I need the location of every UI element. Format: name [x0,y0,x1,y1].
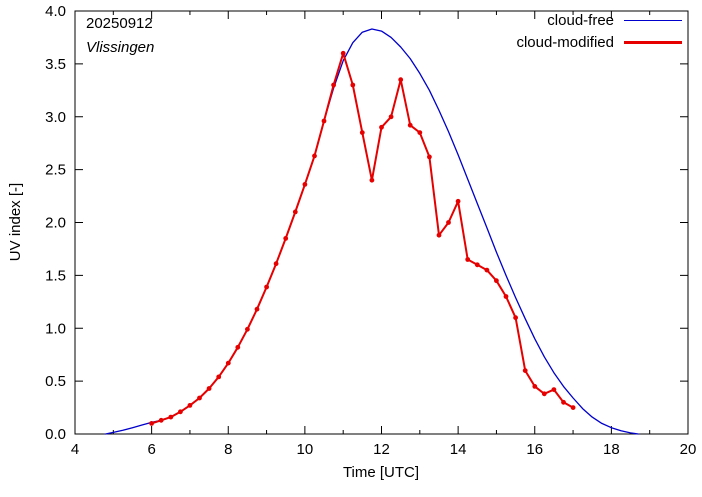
x-tick-label: 12 [373,441,390,458]
y-tick-label: 4.0 [45,3,66,20]
marker-cloud-modified [187,403,193,408]
marker-cloud-modified [541,391,547,397]
marker-cloud-modified [494,278,499,284]
marker-cloud-modified [522,368,528,373]
marker-cloud-modified [283,236,289,241]
legend-item-cloud-modified: cloud-modified [516,32,682,52]
marker-cloud-modified [225,360,231,366]
marker-cloud-modified [532,384,538,389]
marker-cloud-modified [340,50,346,56]
y-axis-label: UV index [-] [6,182,24,262]
legend: cloud-free cloud-modified [516,10,682,52]
marker-cloud-modified [436,232,442,238]
plot-border [74,10,689,435]
marker-cloud-modified [245,326,250,332]
marker-cloud-modified [216,374,222,380]
marker-cloud-modified [235,344,241,350]
marker-cloud-modified [273,261,279,267]
marker-cloud-modified [503,294,509,299]
y-tick-label: 1.0 [45,320,66,337]
y-tick-label: 0.0 [45,426,66,443]
marker-cloud-modified [474,262,480,268]
x-tick-label: 16 [526,441,543,458]
marker-cloud-modified [561,399,566,405]
marker-cloud-modified [292,209,298,215]
y-tick-label: 3.5 [45,56,66,73]
marker-cloud-modified [149,421,155,426]
marker-cloud-modified [388,114,394,120]
x-axis-label: Time [UTC] [342,464,420,481]
x-tick-label: 20 [680,441,697,458]
marker-cloud-modified [331,82,336,88]
marker-cloud-modified [321,118,327,124]
legend-line-sample-red [624,40,682,44]
series-line-cloud-free [104,28,639,435]
marker-cloud-modified [178,409,183,415]
x-tick-label: 6 [147,441,155,458]
marker-cloud-modified [254,306,260,312]
marker-cloud-modified [398,77,404,83]
x-tick-label: 18 [603,441,620,458]
legend-line-sample-blue [624,19,682,21]
marker-cloud-modified [264,284,269,290]
y-tick-label: 3.0 [45,109,66,126]
marker-cloud-modified [484,267,490,273]
y-tick-label: 0.5 [45,373,66,390]
marker-cloud-modified [312,153,317,159]
marker-cloud-modified [407,122,413,128]
marker-cloud-modified [379,124,384,130]
marker-cloud-modified [551,387,557,392]
marker-cloud-modified [206,386,212,391]
chart-title-date: 20250912 [86,15,153,32]
legend-label-cloud-free: cloud-free [547,11,614,29]
y-tick-label: 2.0 [45,215,66,232]
marker-cloud-modified [168,414,174,420]
series-line-cloud-modified [150,52,575,425]
marker-cloud-modified [302,182,308,187]
marker-cloud-modified [350,82,356,88]
legend-label-cloud-modified: cloud-modified [516,33,614,51]
y-tick-label: 2.5 [45,162,66,179]
legend-item-cloud-free: cloud-free [516,10,682,30]
marker-cloud-modified [455,198,461,204]
marker-cloud-modified [158,417,164,423]
marker-cloud-modified [369,177,375,183]
marker-cloud-modified [359,130,365,136]
marker-cloud-modified [570,405,576,410]
x-tick-label: 8 [224,441,232,458]
marker-cloud-modified [465,257,471,262]
x-tick-label: 10 [297,441,314,458]
x-tick-label: 4 [71,441,79,458]
chart-title-station: Vlissingen [86,39,155,56]
x-tick-label: 14 [450,441,467,458]
marker-cloud-modified [417,130,423,136]
marker-cloud-modified [513,315,518,321]
marker-cloud-modified [197,395,202,401]
marker-cloud-modified [446,220,451,225]
marker-cloud-modified [427,154,432,160]
y-tick-label: 1.5 [45,267,66,284]
